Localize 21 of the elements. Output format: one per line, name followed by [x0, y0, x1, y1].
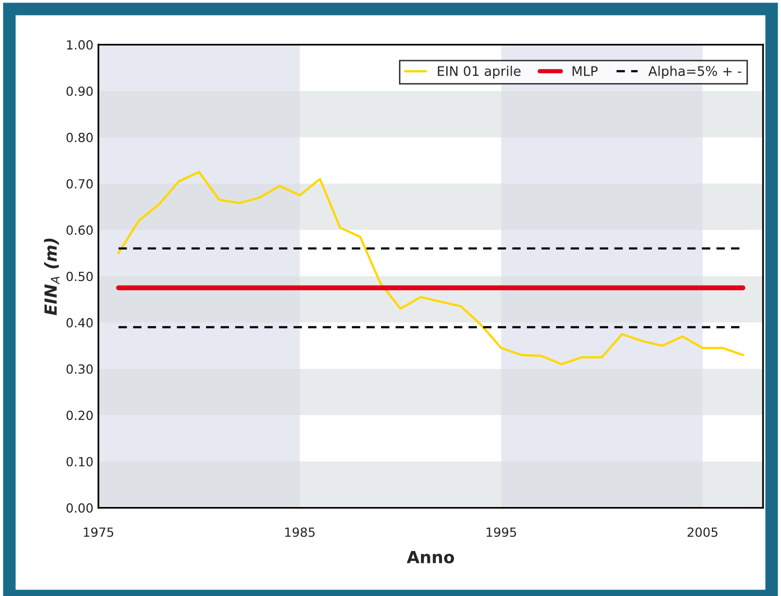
- x-axis-title: Anno: [406, 550, 454, 564]
- y-tick-label: 0.60: [66, 225, 93, 235]
- y-tick-label: 0.00: [66, 503, 93, 513]
- x-tick-label: 1975: [84, 527, 114, 537]
- y-tick-label: 0.30: [66, 364, 93, 374]
- y-tick-label: 0.20: [66, 410, 93, 420]
- y-tick-label: 1.00: [67, 40, 93, 50]
- y-tick-label: 0.50: [66, 272, 93, 282]
- y-axis-title: EIN$_{A}$ (m): [44, 238, 60, 316]
- y-tick-label: 0.80: [66, 132, 93, 142]
- legend-label: Alpha=5% + -: [648, 66, 742, 79]
- y-tick-label: 0.70: [66, 179, 93, 189]
- x-tick-label: 1995: [486, 527, 516, 537]
- line-series: [117, 170, 744, 366]
- x-tick-label: 2005: [688, 527, 718, 537]
- x-tick-label: 1985: [285, 527, 315, 537]
- legend-label: MLP: [572, 66, 598, 76]
- y-tick-label: 0.10: [66, 456, 93, 466]
- legend-label: EIN 01 aprile: [438, 66, 521, 79]
- y-tick-label: 0.40: [66, 318, 93, 328]
- y-tick-label: 0.90: [66, 86, 93, 96]
